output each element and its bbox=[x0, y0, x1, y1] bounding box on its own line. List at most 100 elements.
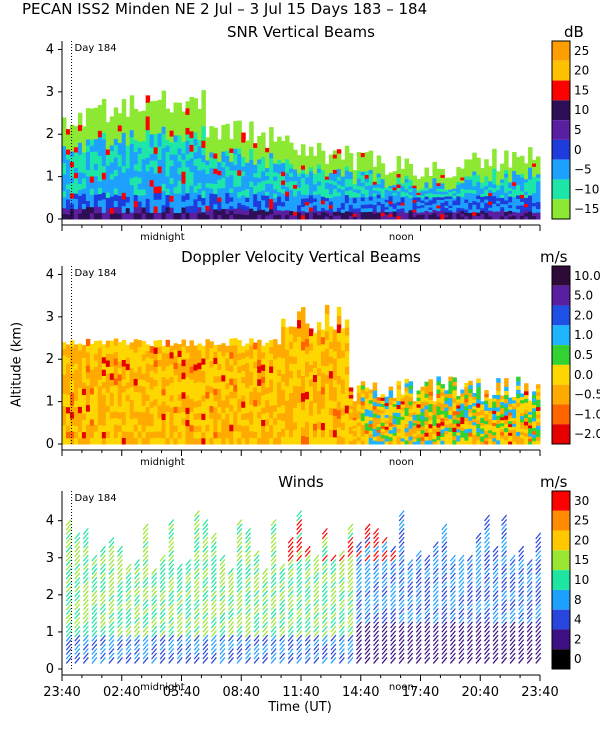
panel-1-colorbar-swatch bbox=[552, 345, 570, 365]
snr-panel-title: SNR Vertical Beams bbox=[227, 23, 375, 41]
winds-colorbar-unit: m/s bbox=[540, 473, 568, 491]
panel-0-colorbar-label: 5 bbox=[574, 123, 582, 137]
doppler-heatmap bbox=[62, 304, 541, 445]
panel-1-colorbar-frame bbox=[551, 265, 571, 445]
panel-0-colorbar-label: −5 bbox=[574, 163, 592, 177]
panel-1-noon-label: noon bbox=[389, 457, 414, 468]
panel-1-colorbar-swatch bbox=[552, 285, 570, 306]
panel-1-colorbar-swatch bbox=[552, 325, 570, 346]
winds-x-tick-label: 11:40 bbox=[282, 685, 319, 700]
panel-2-colorbar-swatch bbox=[552, 589, 570, 610]
winds-panel-title: Winds bbox=[278, 473, 324, 491]
panel-1-colorbar-swatch bbox=[552, 424, 570, 444]
winds-x-tick-label: 20:40 bbox=[462, 685, 499, 700]
panel-2-colorbar-label: 20 bbox=[574, 533, 589, 547]
winds-x-tick-label: 17:40 bbox=[402, 685, 439, 700]
panel-0-y-tick-label: 3 bbox=[46, 85, 54, 100]
panel-1-y-tick-label: 4 bbox=[46, 267, 54, 282]
panel-1-day-label: Day 184 bbox=[75, 268, 117, 279]
panel-2-colorbar-label: 2 bbox=[574, 632, 582, 646]
panel-0-colorbar-swatch bbox=[552, 100, 570, 121]
panel-2-noon-label: noon bbox=[389, 682, 414, 693]
panel-2-colorbar-swatch bbox=[552, 510, 570, 531]
panel-0-colorbar-swatch bbox=[552, 199, 570, 219]
panel-2-colorbar-label: 25 bbox=[574, 514, 589, 528]
panel-2-day-label: Day 184 bbox=[75, 493, 117, 504]
panel-0-colorbar-swatch bbox=[552, 41, 570, 61]
winds-x-tick-label: 23:40 bbox=[521, 685, 558, 700]
panel-2-y-tick-label: 0 bbox=[46, 662, 54, 677]
snr-heatmap bbox=[62, 90, 541, 220]
panel-0-colorbar-label: 20 bbox=[574, 64, 589, 78]
figure-header: PECAN ISS2 Minden NE 2 Jul – 3 Jul 15 Da… bbox=[22, 0, 428, 18]
panel-1-colorbar-label: 0.0 bbox=[574, 368, 593, 382]
panel-1-colorbar-label: 2.0 bbox=[574, 308, 593, 322]
panel-1-colorbar-swatch bbox=[552, 384, 570, 405]
winds-x-tick-label: 23:40 bbox=[43, 685, 80, 700]
panel-0-colorbar-swatch bbox=[552, 159, 570, 180]
panel-1-colorbar-label: 1.0 bbox=[574, 328, 593, 342]
wind-barbs bbox=[65, 510, 542, 664]
panel-0-colorbar-label: 15 bbox=[574, 83, 589, 97]
panel-1-y-tick-label: 0 bbox=[46, 437, 54, 452]
panel-2-colorbar-swatch bbox=[552, 629, 570, 650]
panel-1-colorbar-label: 10.0 bbox=[574, 269, 600, 283]
panel-0-midnight-label: midnight bbox=[140, 232, 185, 243]
panel-1-colorbar-label: 5.0 bbox=[574, 289, 593, 303]
panel-1-colorbar-label: −2.0 bbox=[574, 427, 600, 441]
panel-2-midnight-label: midnight bbox=[140, 682, 185, 693]
panel-0-colorbar-label: 10 bbox=[574, 103, 589, 117]
panel-2-colorbar-label: 0 bbox=[574, 652, 582, 666]
panel-1-colorbar-label: 0.5 bbox=[574, 348, 593, 362]
winds-x-tick-label: 14:40 bbox=[342, 685, 379, 700]
panel-1-midnight-label: midnight bbox=[140, 457, 185, 468]
winds-x-tick-label: 08:40 bbox=[223, 685, 260, 700]
panel-1-colorbar-label: −1.0 bbox=[574, 407, 600, 421]
panel-0-colorbar-swatch bbox=[552, 80, 570, 101]
doppler-colorbar-unit: m/s bbox=[540, 248, 568, 266]
panel-0-colorbar-frame bbox=[551, 40, 571, 220]
panel-2-y-tick-label: 2 bbox=[46, 588, 54, 603]
panel-0-colorbar-swatch bbox=[552, 139, 570, 160]
panel-0-colorbar-label: 25 bbox=[574, 44, 589, 58]
panel-1-y-tick-label: 3 bbox=[46, 310, 54, 325]
panel-2-colorbar-label: 10 bbox=[574, 573, 589, 587]
panel-2-colorbar-label: 4 bbox=[574, 613, 582, 627]
panel-1-y-tick-label: 1 bbox=[46, 395, 54, 410]
panel-0-colorbar-label: 0 bbox=[574, 143, 582, 157]
panel-0-y-tick-label: 4 bbox=[46, 42, 54, 57]
panel-1-y-tick-label: 2 bbox=[46, 352, 54, 367]
panel-0-y-tick-label: 0 bbox=[46, 212, 54, 227]
panel-1-colorbar-swatch bbox=[552, 305, 570, 326]
panel-2-y-tick-label: 1 bbox=[46, 625, 54, 640]
panel-0-day-label: Day 184 bbox=[75, 43, 117, 54]
panel-2-colorbar-swatch bbox=[552, 570, 570, 590]
panel-1-colorbar-swatch bbox=[552, 404, 570, 425]
panel-2-colorbar-swatch bbox=[552, 649, 570, 669]
panel-2-colorbar-label: 15 bbox=[574, 553, 589, 567]
doppler-panel-title: Doppler Velocity Vertical Beams bbox=[181, 248, 421, 266]
snr-colorbar-unit: dB bbox=[564, 23, 584, 41]
panel-2-y-tick-label: 3 bbox=[46, 551, 54, 566]
panel-1-colorbar-swatch bbox=[552, 266, 570, 286]
winds-x-tick-label: 05:40 bbox=[163, 685, 200, 700]
panel-0-colorbar-label: −10 bbox=[574, 182, 599, 196]
panel-2-colorbar-label: 8 bbox=[574, 593, 582, 607]
panel-0-colorbar-label: −15 bbox=[574, 202, 599, 216]
panel-2-colorbar-frame bbox=[551, 490, 571, 670]
panel-0-noon-label: noon bbox=[389, 232, 414, 243]
panel-1-colorbar-label: −0.5 bbox=[574, 388, 600, 402]
panel-2-colorbar-swatch bbox=[552, 491, 570, 511]
panel-2-colorbar-swatch bbox=[552, 550, 570, 571]
panel-2-colorbar-swatch bbox=[552, 530, 570, 551]
panel-2-y-tick-label: 4 bbox=[46, 514, 54, 529]
panel-2-colorbar-label: 30 bbox=[574, 494, 589, 508]
panel-0-y-tick-label: 1 bbox=[46, 170, 54, 185]
panel-0-colorbar-swatch bbox=[552, 120, 570, 140]
panel-1-colorbar-swatch bbox=[552, 364, 570, 385]
x-axis-label: Time (UT) bbox=[268, 700, 332, 715]
panel-0-colorbar-swatch bbox=[552, 179, 570, 200]
panel-0-colorbar-swatch bbox=[552, 60, 570, 81]
